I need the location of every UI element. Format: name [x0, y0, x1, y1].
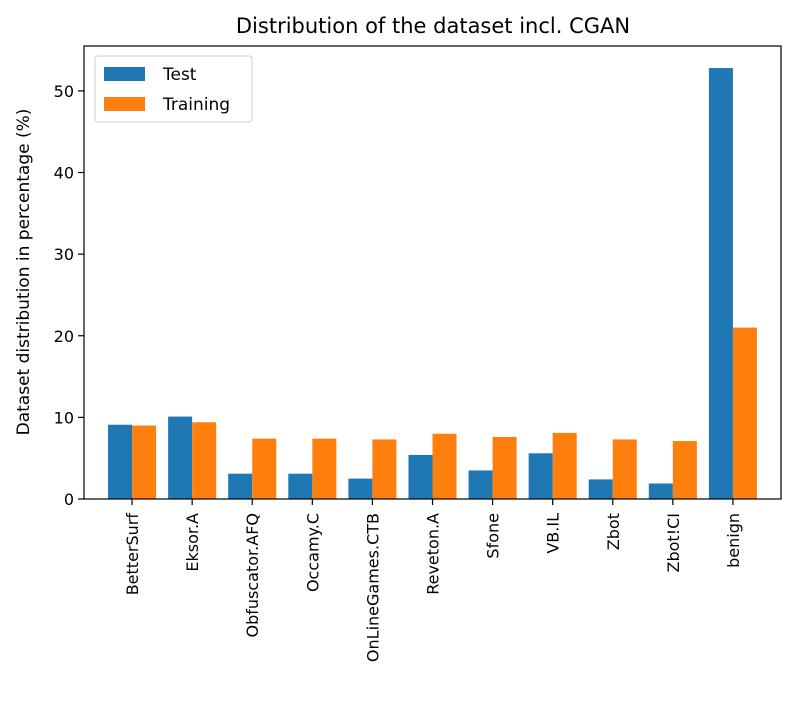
x-tick-label: OnLineGames.CTB [363, 513, 382, 662]
bar-test-onlinegames-ctb [348, 478, 373, 499]
bar-test-benign [708, 68, 733, 499]
plot-area: 0 10 20 30 40 50 BetterSurf Eksor.A Obfuscator.A… [54, 45, 782, 662]
bar-test-sfone [468, 470, 493, 499]
bar-test-obfuscator-afq [228, 473, 253, 499]
x-tick-label: Sfone [484, 513, 503, 559]
x-tick-label: Obfuscator.AFQ [243, 513, 262, 637]
bar-test-occamy-c [288, 473, 313, 499]
y-tick-label: 20 [54, 327, 74, 346]
x-tick-label: Zbot [604, 513, 623, 550]
x-tick-label: BetterSurf [123, 513, 142, 596]
x-tick-label: Zbot!CI [664, 513, 683, 572]
chart-title: Distribution of the dataset incl. CGAN [236, 14, 630, 38]
x-tick-label: Occamy.C [303, 513, 322, 592]
bar-training-zbot-ci [672, 441, 697, 499]
bar-training-vb-il [552, 432, 577, 499]
x-tick-label: benign [724, 513, 743, 568]
legend-swatch-training [104, 97, 145, 111]
bar-test-zbot-ci [648, 483, 673, 499]
bar-training-bettersurf [132, 425, 157, 499]
bar-test-eksor-a [168, 416, 193, 499]
x-tick-label: Eksor.A [183, 513, 202, 572]
bar-training-reveton-a [432, 433, 457, 499]
y-tick-label: 10 [54, 408, 74, 427]
y-tick-label: 50 [54, 82, 74, 101]
x-tick-label: VB.IL [544, 513, 563, 554]
bar-training-onlinegames-ctb [372, 439, 397, 499]
legend: Test Training [94, 55, 253, 123]
bar-training-eksor-a [192, 422, 217, 499]
bar-test-reveton-a [408, 454, 433, 499]
x-tick-label: Reveton.A [424, 513, 443, 595]
y-tick-label: 0 [64, 490, 74, 509]
bar-training-occamy-c [312, 438, 337, 499]
bar-test-bettersurf [108, 424, 133, 499]
legend-label-test: Test [162, 65, 197, 85]
y-tick-label: 30 [54, 245, 74, 264]
bar-training-benign [732, 327, 757, 499]
bar-test-vb-il [528, 453, 553, 499]
legend-swatch-test [104, 67, 145, 81]
bar-test-zbot [588, 479, 613, 499]
bar-training-obfuscator-afq [252, 438, 277, 499]
bar-training-sfone [492, 436, 517, 499]
y-tick-label: 40 [54, 164, 74, 183]
legend-label-training: Training [162, 95, 230, 115]
y-axis-label: Dataset distribution in percentage (%) [14, 109, 34, 436]
bar-training-zbot [612, 439, 637, 499]
